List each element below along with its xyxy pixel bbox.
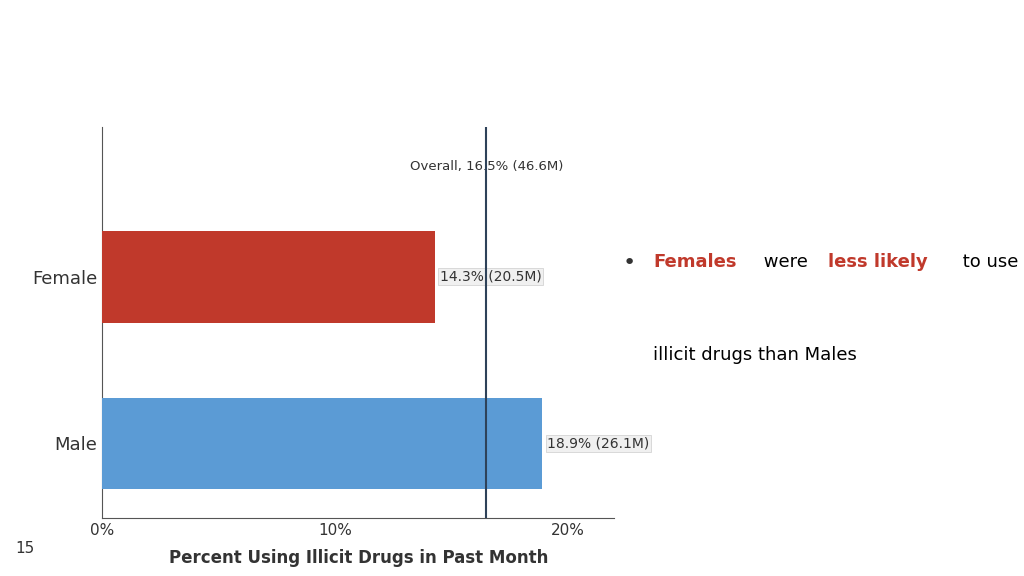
Bar bbox=[102, 397, 543, 489]
Text: 18.9% (26.1M): 18.9% (26.1M) bbox=[547, 437, 649, 450]
Text: to use: to use bbox=[956, 253, 1018, 271]
Text: Females: Females bbox=[653, 253, 737, 271]
Text: were: were bbox=[759, 253, 814, 271]
Text: 14.3% (20.5M): 14.3% (20.5M) bbox=[440, 270, 542, 284]
Text: 15: 15 bbox=[15, 541, 35, 556]
Text: illicit drugs than Males: illicit drugs than Males bbox=[653, 346, 857, 363]
Text: Overall, 16.5% (46.6M): Overall, 16.5% (46.6M) bbox=[410, 160, 563, 173]
Text: Among People Aged 12 or Older: Among People Aged 12 or Older bbox=[261, 69, 763, 97]
X-axis label: Percent Using Illicit Drugs in Past Month: Percent Using Illicit Drugs in Past Mont… bbox=[169, 550, 548, 567]
Text: •: • bbox=[623, 253, 636, 274]
Text: Illicit Drug Use in the Past Month by Gender:: Illicit Drug Use in the Past Month by Ge… bbox=[161, 29, 863, 58]
Text: less likely: less likely bbox=[828, 253, 928, 271]
Bar bbox=[102, 231, 435, 323]
